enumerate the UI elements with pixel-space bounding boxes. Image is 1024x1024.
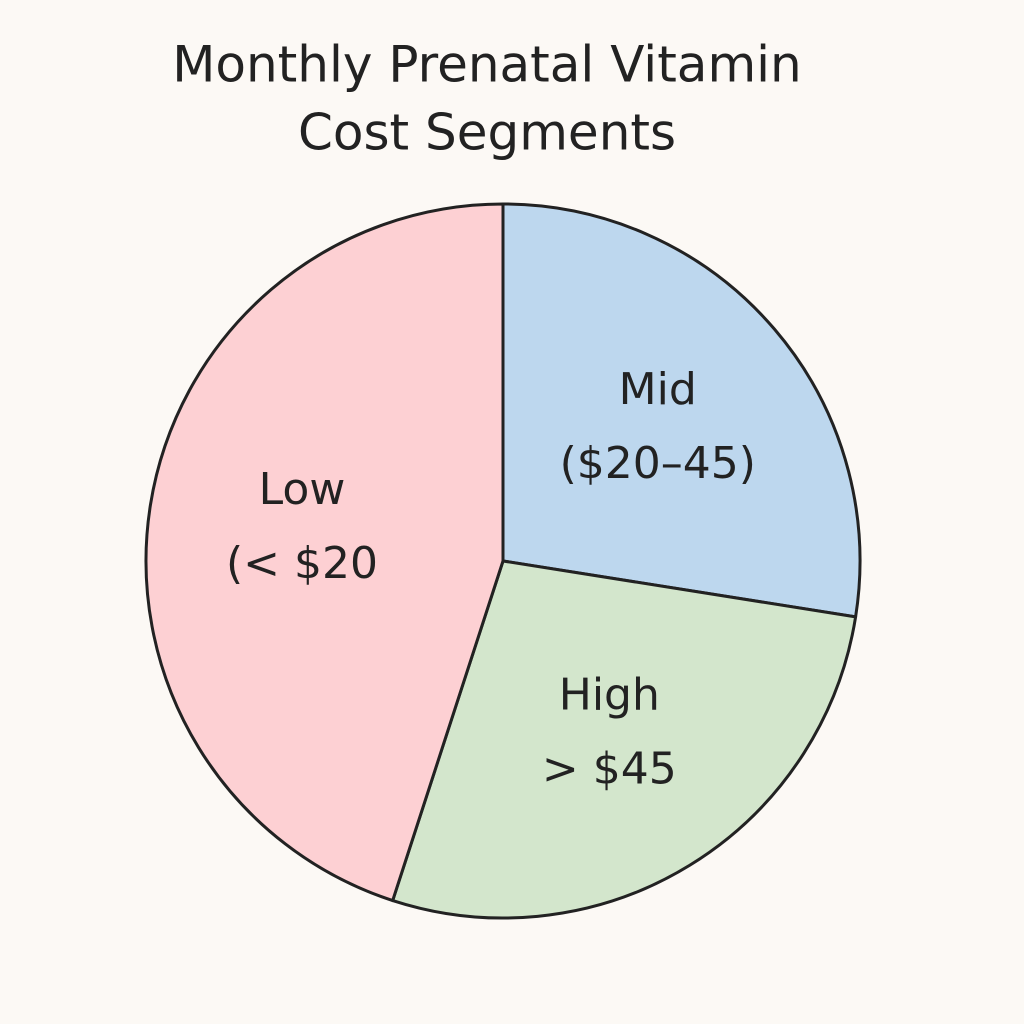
pie-slice [391, 559, 858, 920]
chart-title: Monthly Prenatal Vitamin [172, 36, 801, 94]
slice-label: ($20–45) [560, 438, 756, 489]
chart-title: Cost Segments [298, 104, 676, 162]
slice-label: High [559, 670, 660, 721]
pie-slice [144, 202, 505, 903]
slice-label: (< $20 [226, 538, 378, 589]
slice-label: Low [259, 464, 346, 515]
slice-label: > $45 [542, 744, 677, 795]
pie-slice [501, 202, 862, 619]
slice-label: Mid [619, 364, 697, 415]
